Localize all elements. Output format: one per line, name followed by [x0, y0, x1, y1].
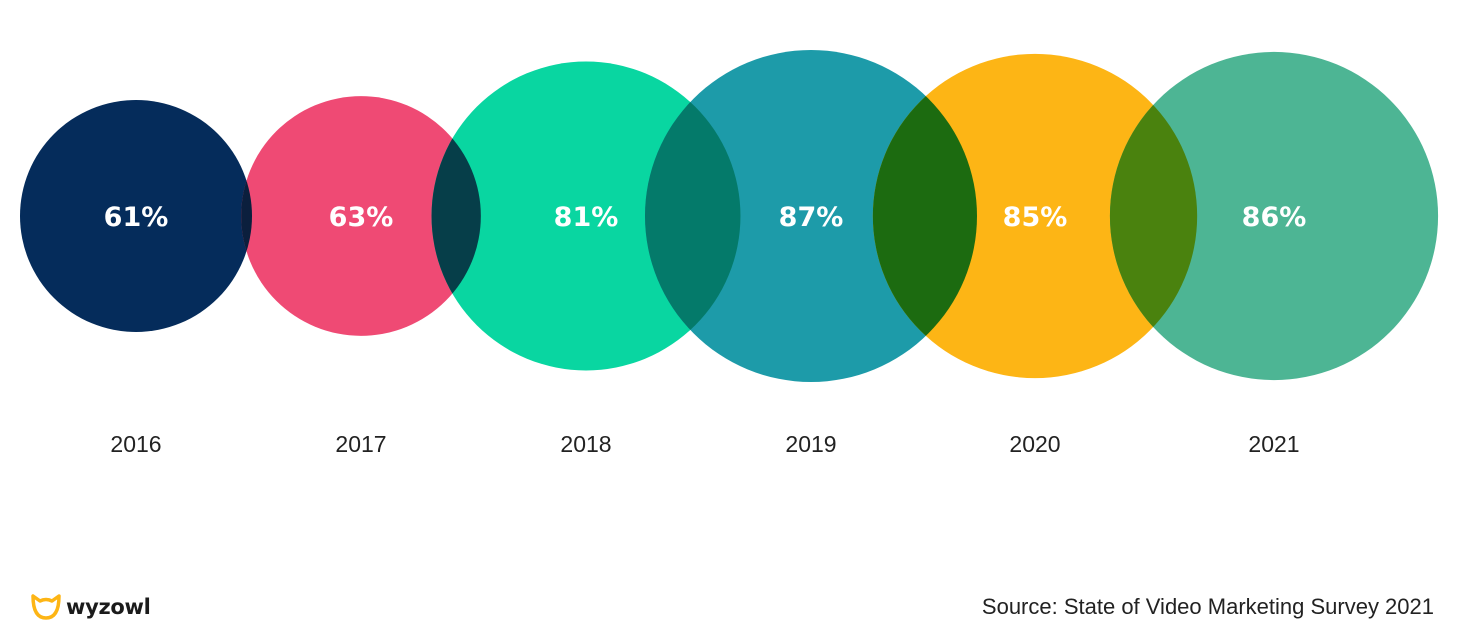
wyzowl-owl-icon [31, 594, 61, 620]
bubble-labels-layer: 61% 63% 81% 87% 85% 86% [104, 202, 1307, 233]
bubble-2016 [20, 100, 252, 332]
bubble-2018 [431, 61, 741, 371]
year-label-2019: 2019 [785, 431, 836, 457]
year-label-2017: 2017 [335, 431, 386, 457]
bubbles-layer [20, 50, 1439, 382]
bubble-2019 [645, 50, 977, 382]
value-label-2019: 87% [779, 202, 844, 233]
overlap-2019-2020 [872, 53, 977, 379]
bubble-2017 [241, 96, 481, 336]
value-label-2020: 85% [1003, 202, 1068, 233]
value-label-2016: 61% [104, 202, 169, 233]
value-label-2018: 81% [554, 202, 619, 233]
source-note: Source: State of Video Marketing Survey … [981, 594, 1434, 619]
value-label-2017: 63% [329, 202, 394, 233]
wyzowl-logo: wyzowl [30, 592, 151, 622]
value-label-2021: 86% [1242, 202, 1307, 233]
bubble-chart: 61% 63% 81% 87% 85% 86% 2016 2017 2018 2019 2020 2… [20, 50, 1439, 457]
year-labels-layer: 2016 2017 2018 2019 2020 2021 [110, 431, 1299, 457]
year-label-2020: 2020 [1009, 431, 1060, 457]
year-label-2021: 2021 [1248, 431, 1299, 457]
bubble-2021 [1109, 51, 1439, 381]
year-label-2016: 2016 [110, 431, 161, 457]
footer: wyzowl Source: State of Video Marketing … [0, 580, 1464, 636]
logo-text: wyzowl [66, 595, 151, 619]
year-label-2018: 2018 [560, 431, 611, 457]
